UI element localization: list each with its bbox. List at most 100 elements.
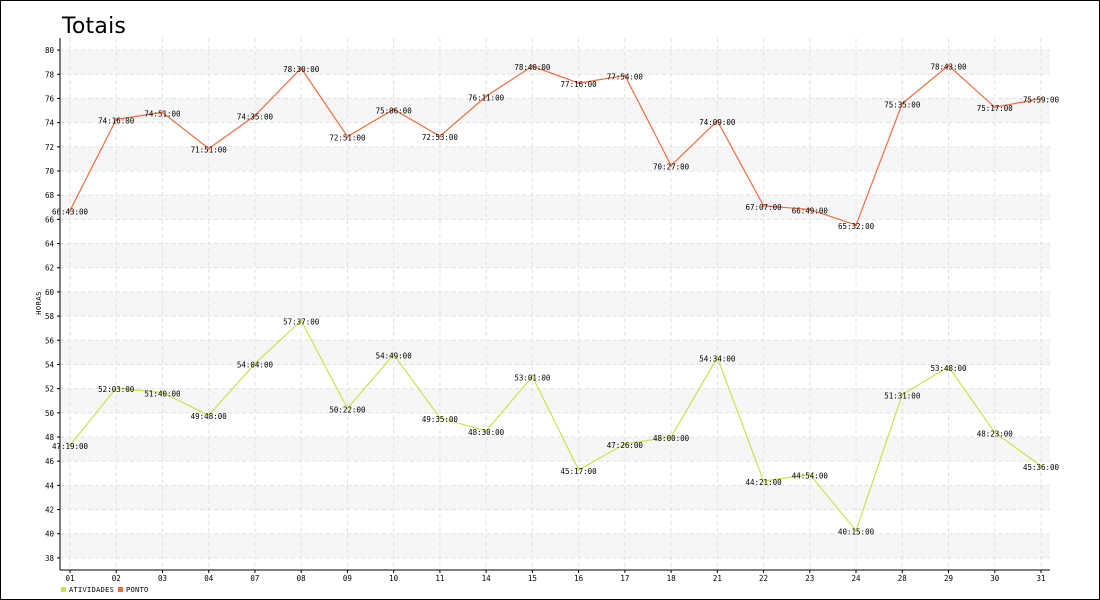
data-point — [716, 119, 719, 123]
grid-band — [60, 50, 1050, 75]
series-line-atividades — [69, 319, 1042, 532]
x-tick-label: 29 — [944, 574, 953, 583]
data-label: 78:40:00 — [514, 63, 551, 72]
data-label: 47:19:00 — [52, 442, 89, 451]
data-label: 48:00:00 — [653, 434, 690, 443]
data-label: 52:03:00 — [98, 385, 135, 394]
series-group — [68, 64, 1043, 532]
data-label: 75:06:00 — [376, 106, 413, 115]
data-label: 74:09:00 — [699, 118, 736, 127]
y-tick-label: 76 — [45, 94, 55, 103]
data-label: 67:07:00 — [746, 203, 783, 212]
grid-band — [60, 340, 1050, 365]
data-label: 51:40:00 — [144, 390, 181, 399]
data-point — [484, 429, 488, 433]
grid-band — [60, 98, 1050, 123]
plot-bands — [60, 50, 1050, 558]
data-point — [577, 468, 580, 472]
data-label: 74:35:00 — [237, 113, 274, 122]
legend-label-ponto: PONTO — [126, 586, 149, 594]
data-label: 72:51:00 — [329, 134, 366, 143]
data-label: 47:26:00 — [607, 441, 644, 450]
data-label: 65:32:00 — [838, 222, 875, 231]
data-point — [854, 529, 858, 532]
chart-title: Totais — [62, 14, 127, 39]
y-tick-label: 70 — [45, 167, 55, 176]
data-point — [531, 64, 534, 68]
x-tick-label: 23 — [805, 574, 814, 583]
data-point — [392, 108, 395, 111]
x-tick-label: 24 — [852, 574, 862, 583]
data-point — [115, 118, 118, 121]
data-point — [623, 74, 627, 77]
data-point — [716, 356, 719, 359]
data-label: 48:30:00 — [468, 428, 505, 437]
grid-band — [60, 533, 1050, 558]
data-point — [438, 134, 442, 138]
y-tick-label: 46 — [45, 457, 55, 466]
data-label: 45:17:00 — [561, 467, 598, 476]
data-point — [1039, 464, 1043, 468]
y-tick-label: 44 — [45, 481, 55, 490]
data-point — [299, 67, 303, 70]
y-tick-label: 58 — [45, 312, 55, 321]
data-label: 51:31:00 — [884, 391, 921, 400]
data-point — [68, 209, 72, 212]
data-point — [762, 479, 765, 483]
x-tick-label: 21 — [713, 574, 722, 583]
data-label: 75:17:00 — [977, 104, 1014, 113]
data-label: 50:22:00 — [329, 405, 366, 414]
y-tick-label: 64 — [45, 240, 55, 249]
data-label: 74:51:00 — [144, 109, 181, 118]
x-tick-label: 17 — [620, 574, 629, 583]
data-label: 49:35:00 — [422, 415, 459, 424]
data-point — [438, 416, 442, 420]
x-tick-label: 10 — [389, 574, 399, 583]
data-point — [1039, 97, 1043, 100]
x-tick-label: 09 — [343, 574, 352, 583]
data-label: 76:11:00 — [468, 93, 505, 102]
y-tick-label: 74 — [45, 119, 55, 128]
data-label: 72:53:00 — [422, 133, 459, 142]
series-line-ponto — [69, 64, 1042, 226]
x-tick-label: 04 — [204, 574, 214, 583]
y-tick-label: 50 — [45, 409, 55, 418]
y-tick-label: 68 — [45, 191, 55, 200]
data-point — [253, 114, 257, 117]
data-point — [115, 386, 118, 390]
y-tick-label: 38 — [45, 554, 55, 563]
data-point — [947, 365, 950, 369]
data-label: 70:27:00 — [653, 163, 690, 172]
grid-band — [60, 195, 1050, 220]
y-axis-ticks: 38 40 42 44 46 48 50 52 54 56 58 60 62 64 66 68 70 72 74 76… — [45, 46, 55, 563]
data-point — [993, 431, 996, 434]
data-label: 48:23:00 — [977, 429, 1014, 438]
data-point — [947, 64, 950, 67]
x-tick-label: 31 — [1036, 574, 1045, 583]
data-point — [762, 204, 765, 208]
y-tick-label: 72 — [45, 143, 54, 152]
data-point — [808, 208, 812, 211]
axes — [57, 38, 1050, 573]
data-label: 66:43:00 — [52, 208, 89, 217]
y-tick-label: 52 — [45, 385, 54, 394]
data-point — [808, 473, 812, 476]
grid-band — [60, 437, 1050, 462]
x-tick-label: 16 — [574, 574, 584, 583]
x-tick-label: 30 — [990, 574, 1000, 583]
data-point — [346, 135, 349, 138]
data-point — [901, 102, 904, 105]
y-tick-label: 66 — [45, 215, 55, 224]
x-tick-label: 07 — [250, 574, 259, 583]
data-label: 78:30:00 — [283, 65, 320, 74]
x-tick-label: 03 — [158, 574, 167, 583]
x-tick-label: 18 — [667, 574, 677, 583]
x-tick-label: 02 — [112, 574, 121, 583]
x-tick-label: 01 — [65, 574, 74, 583]
legend-label-atividades: ATIVIDADES — [69, 586, 114, 594]
data-point — [161, 391, 164, 394]
data-label: 44:21:00 — [746, 478, 783, 487]
data-label: 54:04:00 — [237, 361, 274, 370]
data-label: 74:16:00 — [98, 116, 135, 125]
